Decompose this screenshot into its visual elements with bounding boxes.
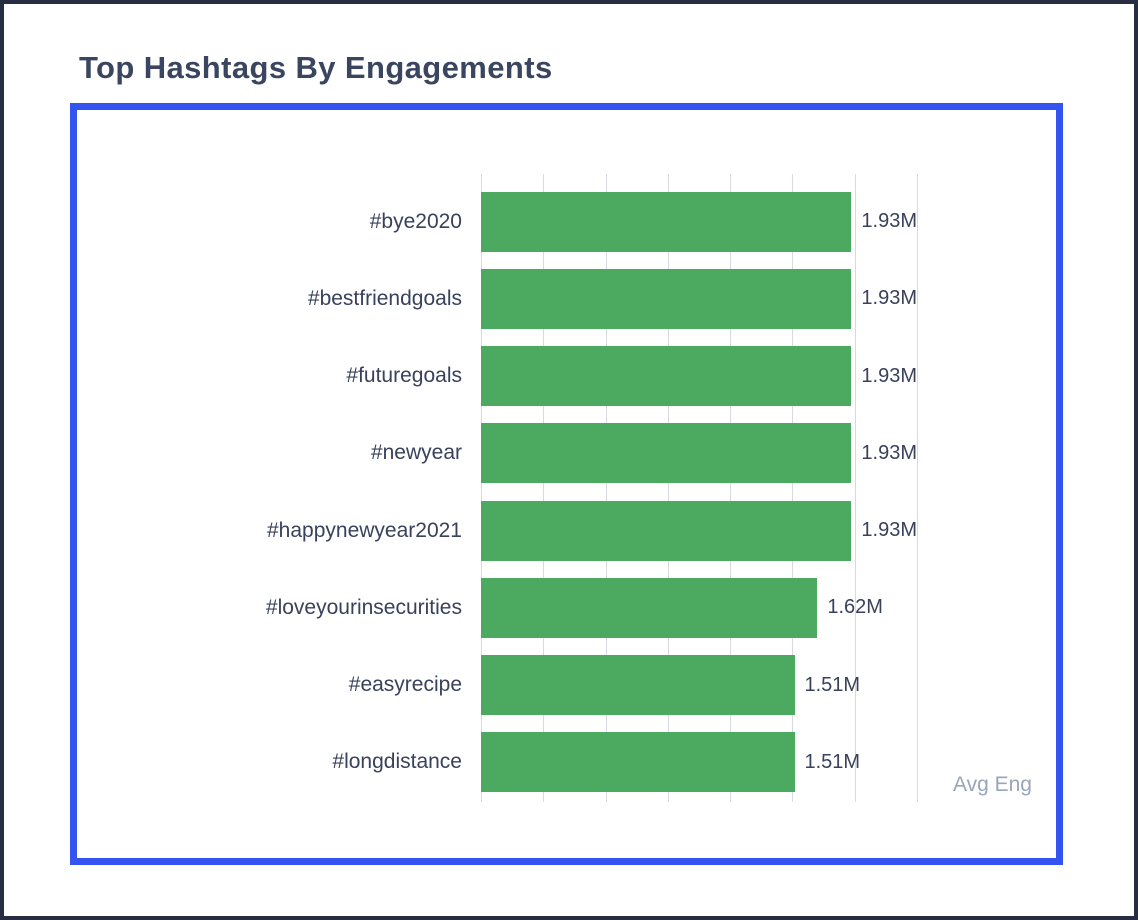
gridline [605, 174, 607, 802]
engagement-bar[interactable] [481, 500, 852, 561]
bar-row: #loveyourinsecurities 1.62M [77, 569, 982, 646]
engagement-bar[interactable] [481, 732, 795, 793]
gridline [792, 174, 794, 802]
gridline [667, 174, 669, 802]
hashtag-label: #bye2020 [369, 209, 462, 233]
hashtag-label: #newyear [370, 441, 462, 465]
bar-track: 1.51M [481, 732, 917, 793]
bar-row: #newyear 1.93M [77, 415, 982, 492]
gridline [481, 174, 482, 802]
bar-row: #bestfriendgoals 1.93M [77, 260, 982, 337]
bar-track: 1.93M [481, 268, 917, 329]
bar-row: #longdistance 1.51M [77, 724, 982, 801]
value-label: 1.93M [861, 210, 917, 233]
bar-track: 1.93M [481, 191, 917, 252]
hashtag-label: #futuregoals [346, 364, 462, 388]
chart-card: #bye2020 1.93M #bestfriendgoals 1.93M #futur… [70, 103, 1063, 865]
gridline [854, 174, 856, 802]
hashtag-label: #happynewyear2021 [267, 518, 462, 542]
hashtag-label: #loveyourinsecurities [265, 595, 462, 619]
bar-row: #easyrecipe 1.51M [77, 647, 982, 724]
bar-track: 1.93M [481, 500, 917, 561]
value-label: 1.93M [861, 519, 917, 542]
value-label: 1.93M [861, 364, 917, 387]
bar-track: 1.93M [481, 423, 917, 484]
bar-row: #futuregoals 1.93M [77, 338, 982, 415]
engagement-bar[interactable] [481, 346, 852, 407]
engagement-bar[interactable] [481, 191, 852, 252]
value-label: 1.62M [827, 596, 883, 619]
bar-chart: #bye2020 1.93M #bestfriendgoals 1.93M #futur… [77, 110, 1056, 858]
value-label: 1.51M [804, 673, 861, 696]
value-label: 1.93M [861, 287, 917, 310]
value-label: 1.93M [861, 441, 917, 464]
hashtag-label: #longdistance [332, 750, 462, 774]
bar-row: #bye2020 1.93M [77, 183, 982, 260]
hashtag-label: #bestfriendgoals [307, 286, 462, 310]
engagement-bar[interactable] [481, 577, 818, 638]
bar-rows: #bye2020 1.93M #bestfriendgoals 1.93M #futur… [77, 183, 982, 801]
bar-track: 1.51M [481, 655, 917, 716]
engagement-bar[interactable] [481, 423, 852, 484]
bar-track: 1.62M [481, 577, 917, 638]
bar-track: 1.93M [481, 346, 917, 407]
engagement-bar[interactable] [481, 268, 852, 329]
bar-row: #happynewyear2021 1.93M [77, 492, 982, 569]
x-axis-label: Avg Eng [952, 773, 1032, 796]
gridline [730, 174, 732, 802]
gridlines [481, 174, 918, 802]
gridline [917, 174, 918, 802]
value-label: 1.51M [804, 750, 861, 773]
hashtag-label: #easyrecipe [348, 673, 462, 697]
chart-title: Top Hashtags By Engagements [79, 50, 553, 85]
engagement-bar[interactable] [481, 655, 795, 716]
gridline [543, 174, 545, 802]
